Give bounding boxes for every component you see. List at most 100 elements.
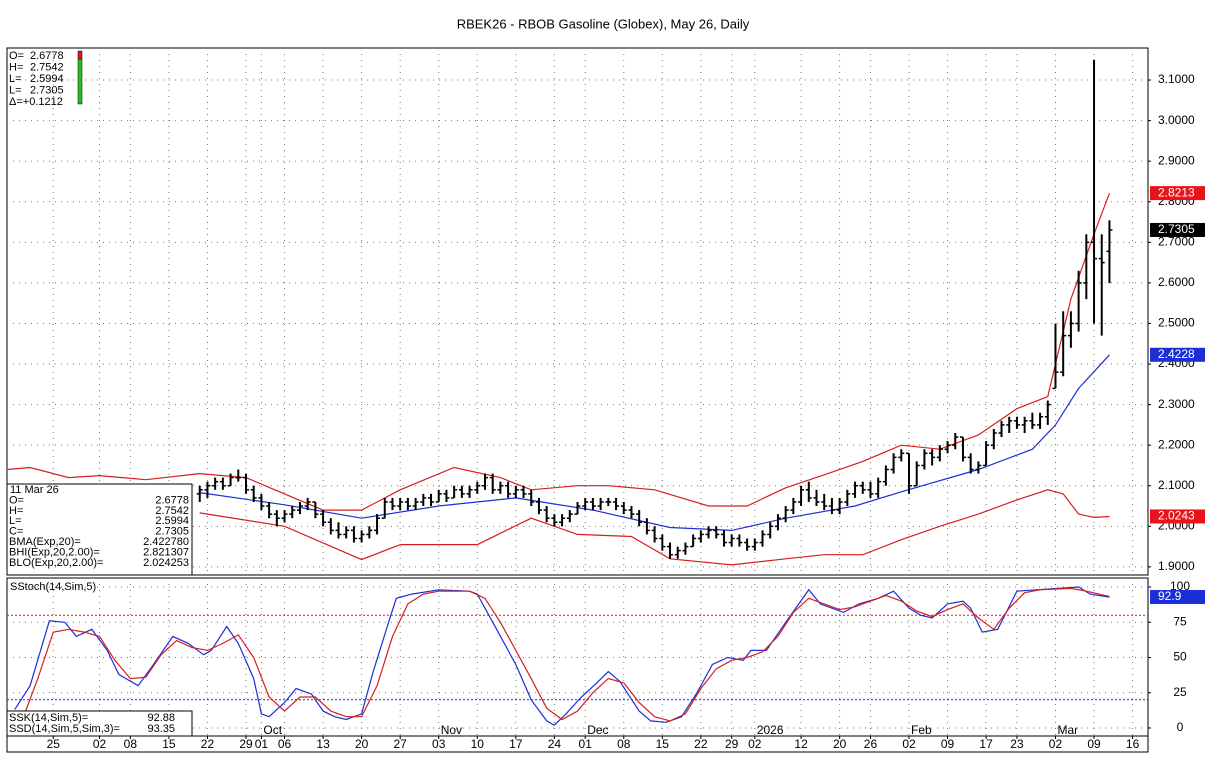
info-value: 2.821307 — [143, 546, 189, 558]
x-tick-label: 02 — [1049, 737, 1063, 751]
y-tick-label: 2.5000 — [1158, 316, 1195, 330]
x-tick-label: 03 — [432, 737, 446, 751]
y-tick-label: 2.7000 — [1158, 235, 1195, 249]
x-tick-label: 15 — [162, 737, 176, 751]
x-tick-label: 16 — [1126, 737, 1140, 751]
info-date: 11 Mar 26 — [10, 484, 59, 496]
ohlc-value: 2.7305 — [30, 84, 64, 96]
band-line — [199, 354, 1110, 532]
info-value: 2.6778 — [155, 494, 189, 506]
info-label: BLO(Exp,20,2.00)= — [9, 557, 103, 569]
value-tag — [1150, 509, 1205, 524]
month-label: Oct — [263, 723, 282, 737]
y-tick-label: 100 — [1170, 579, 1190, 593]
info-label: C= — [9, 526, 23, 538]
ohlc-value: 2.5994 — [30, 73, 64, 85]
stoch-line — [14, 586, 1110, 726]
value-tag — [1150, 222, 1205, 237]
x-tick-label: 20 — [833, 737, 847, 751]
x-tick-label: 15 — [656, 737, 670, 751]
x-tick-label: 09 — [1087, 737, 1101, 751]
x-tick-label: 26 — [864, 737, 878, 751]
ohlc-value: 2.7542 — [30, 61, 64, 73]
info-label: H= — [9, 505, 23, 517]
ohlc-label: L= — [9, 84, 22, 96]
x-tick-label: 27 — [394, 737, 408, 751]
info-label: BMA(Exp,20)= — [9, 536, 81, 548]
x-tick-label: 13 — [316, 737, 330, 751]
y-tick-label: 3.1000 — [1158, 72, 1195, 86]
info-value: 2.7305 — [155, 526, 189, 538]
y-tick-label: 1.9000 — [1158, 559, 1195, 573]
y-tick-label: 2.1000 — [1158, 478, 1195, 492]
x-tick-label: 06 — [278, 737, 292, 751]
x-tick-label: 24 — [548, 737, 562, 751]
ohlc-label: H= — [9, 61, 23, 73]
stoch-box-label: SSD(14,Sim,5,Sim,3)= — [9, 723, 120, 735]
value-tag-label: 2.0243 — [1158, 509, 1195, 523]
stoch-title: SStoch(14,Sim,5) — [10, 581, 96, 593]
x-tick-label: 01 — [579, 737, 593, 751]
stoch-box-value: 93.35 — [147, 723, 175, 735]
x-tick-label: 10 — [471, 737, 485, 751]
ohlc-label: L= — [9, 73, 22, 85]
ohlc-value: 2.6778 — [30, 50, 64, 62]
x-tick-label: 02 — [902, 737, 916, 751]
ohlc-icon-green — [77, 58, 83, 105]
x-tick-label: 09 — [941, 737, 955, 751]
x-tick-label: 22 — [201, 737, 215, 751]
x-tick-label: 08 — [617, 737, 631, 751]
month-label: Dec — [587, 723, 608, 737]
x-tick-label: 02 — [748, 737, 762, 751]
band-line — [6, 192, 1111, 511]
y-tick-label: 2.9000 — [1158, 153, 1195, 167]
value-tag-label: 2.4228 — [1158, 347, 1195, 361]
ohlc-delta: Δ=+0.1212 — [9, 96, 63, 108]
y-tick-label: 75 — [1173, 614, 1187, 628]
y-tick-label: 25 — [1173, 685, 1187, 699]
x-tick-label: 12 — [794, 737, 808, 751]
x-tick-label: 23 — [1010, 737, 1024, 751]
x-tick-label: 22 — [694, 737, 708, 751]
x-tick-label: 25 — [47, 737, 61, 751]
x-tick-label: 08 — [124, 737, 138, 751]
stoch-line — [21, 587, 1110, 722]
month-label: 2026 — [757, 723, 784, 737]
stoch-box — [6, 710, 193, 737]
stoch-box-value: 92.88 — [147, 712, 175, 724]
y-tick-label: 2.2000 — [1158, 437, 1195, 451]
x-tick-label: 01 — [255, 737, 269, 751]
info-value: 2.024253 — [143, 557, 189, 569]
stoch-box-label: SSK(14,Sim,5)= — [9, 712, 88, 724]
price-panel — [6, 47, 1149, 576]
value-tag — [1150, 590, 1205, 605]
info-box — [6, 483, 193, 576]
value-tag-label: 92.9 — [1158, 589, 1182, 603]
value-tag-label: 2.7305 — [1158, 222, 1195, 236]
value-tag-label: 2.8213 — [1158, 185, 1195, 199]
ohlc-label: O= — [9, 50, 24, 62]
x-tick-label: 29 — [725, 737, 739, 751]
info-label: O= — [9, 494, 24, 506]
x-tick-label: 29 — [239, 737, 253, 751]
y-tick-label: 2.3000 — [1158, 397, 1195, 411]
value-tag — [1150, 186, 1205, 201]
chart-title: RBEK26 - RBOB Gasoline (Globex), May 26,… — [457, 16, 750, 31]
ohlc-icon-red — [77, 50, 83, 60]
y-tick-label: 50 — [1173, 650, 1187, 664]
info-value: 2.5994 — [155, 515, 189, 527]
month-label: Mar — [1057, 723, 1078, 737]
y-tick-label: 2.6000 — [1158, 275, 1195, 289]
info-value: 2.7542 — [155, 505, 189, 517]
value-tag — [1150, 347, 1205, 362]
x-tick-label: 17 — [979, 737, 993, 751]
band-line — [199, 489, 1110, 566]
month-label: Nov — [441, 723, 462, 737]
info-value: 2.422780 — [143, 536, 189, 548]
x-axis-strip — [6, 735, 1149, 753]
info-label: L= — [9, 515, 22, 527]
info-label: BHI(Exp,20,2.00)= — [9, 546, 100, 558]
x-tick-label: 02 — [93, 737, 107, 751]
y-tick-label: 0 — [1177, 720, 1184, 734]
